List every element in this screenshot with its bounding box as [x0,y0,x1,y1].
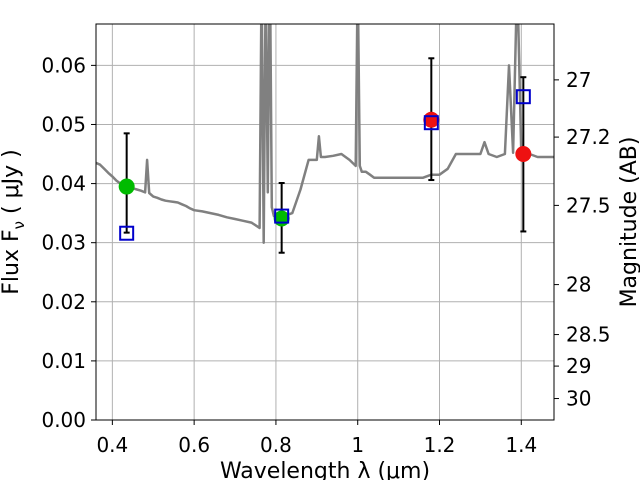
y2-tick-label: 27.5 [566,193,611,217]
x-tick-label: 0.8 [260,433,292,457]
y2-tick-label: 28 [566,273,591,297]
y-axis-ticks: 0.00 0.01 0.02 0.03 0.04 0.05 0.06 [41,53,96,432]
open-square-marker [119,225,135,241]
y2-tick-label: 30 [566,387,591,411]
filled-circle-marker [515,146,532,163]
y-tick-label: 0.02 [41,290,86,314]
y-axis-label-subscript: ν [10,221,28,229]
filled-circle-marker [118,178,135,195]
y2-tick-label: 28.5 [566,323,611,347]
y-tick-label: 0.04 [41,172,86,196]
y-tick-label: 0.01 [41,349,86,373]
y2-tick-label: 27.2 [566,125,611,149]
y-axis-label: Flux Fν ( μJy ) [0,149,28,294]
x-axis-ticks: 0.4 0.6 0.8 1 1.2 1.4 [96,420,537,457]
y-axis-label-main: Flux F [0,229,24,294]
y2-axis-label: Magnitude (AB) [617,137,640,308]
x-tick-label: 1.2 [424,433,456,457]
y-tick-label: 0.05 [41,112,86,136]
data-markers [118,89,532,241]
y2-axis-ticks: 27 27.2 27.5 28 28.5 29 30 [554,68,611,411]
y-tick-label: 0.00 [41,408,86,432]
open-square-marker [274,208,290,224]
x-tick-label: 0.4 [96,433,128,457]
y2-tick-label: 29 [566,354,591,378]
open-square-marker [515,89,531,105]
y-axis-label-unit: ( μJy ) [0,149,24,221]
y-tick-label: 0.06 [41,53,86,77]
x-axis-label: Wavelength λ (μm) [220,459,430,480]
y2-tick-label: 27 [566,68,591,92]
x-tick-label: 1 [351,433,364,457]
y-tick-label: 0.03 [41,231,86,255]
open-square-marker [423,115,439,131]
x-tick-label: 0.6 [178,433,210,457]
plot-frame [95,23,555,421]
x-tick-label: 1.4 [505,433,537,457]
